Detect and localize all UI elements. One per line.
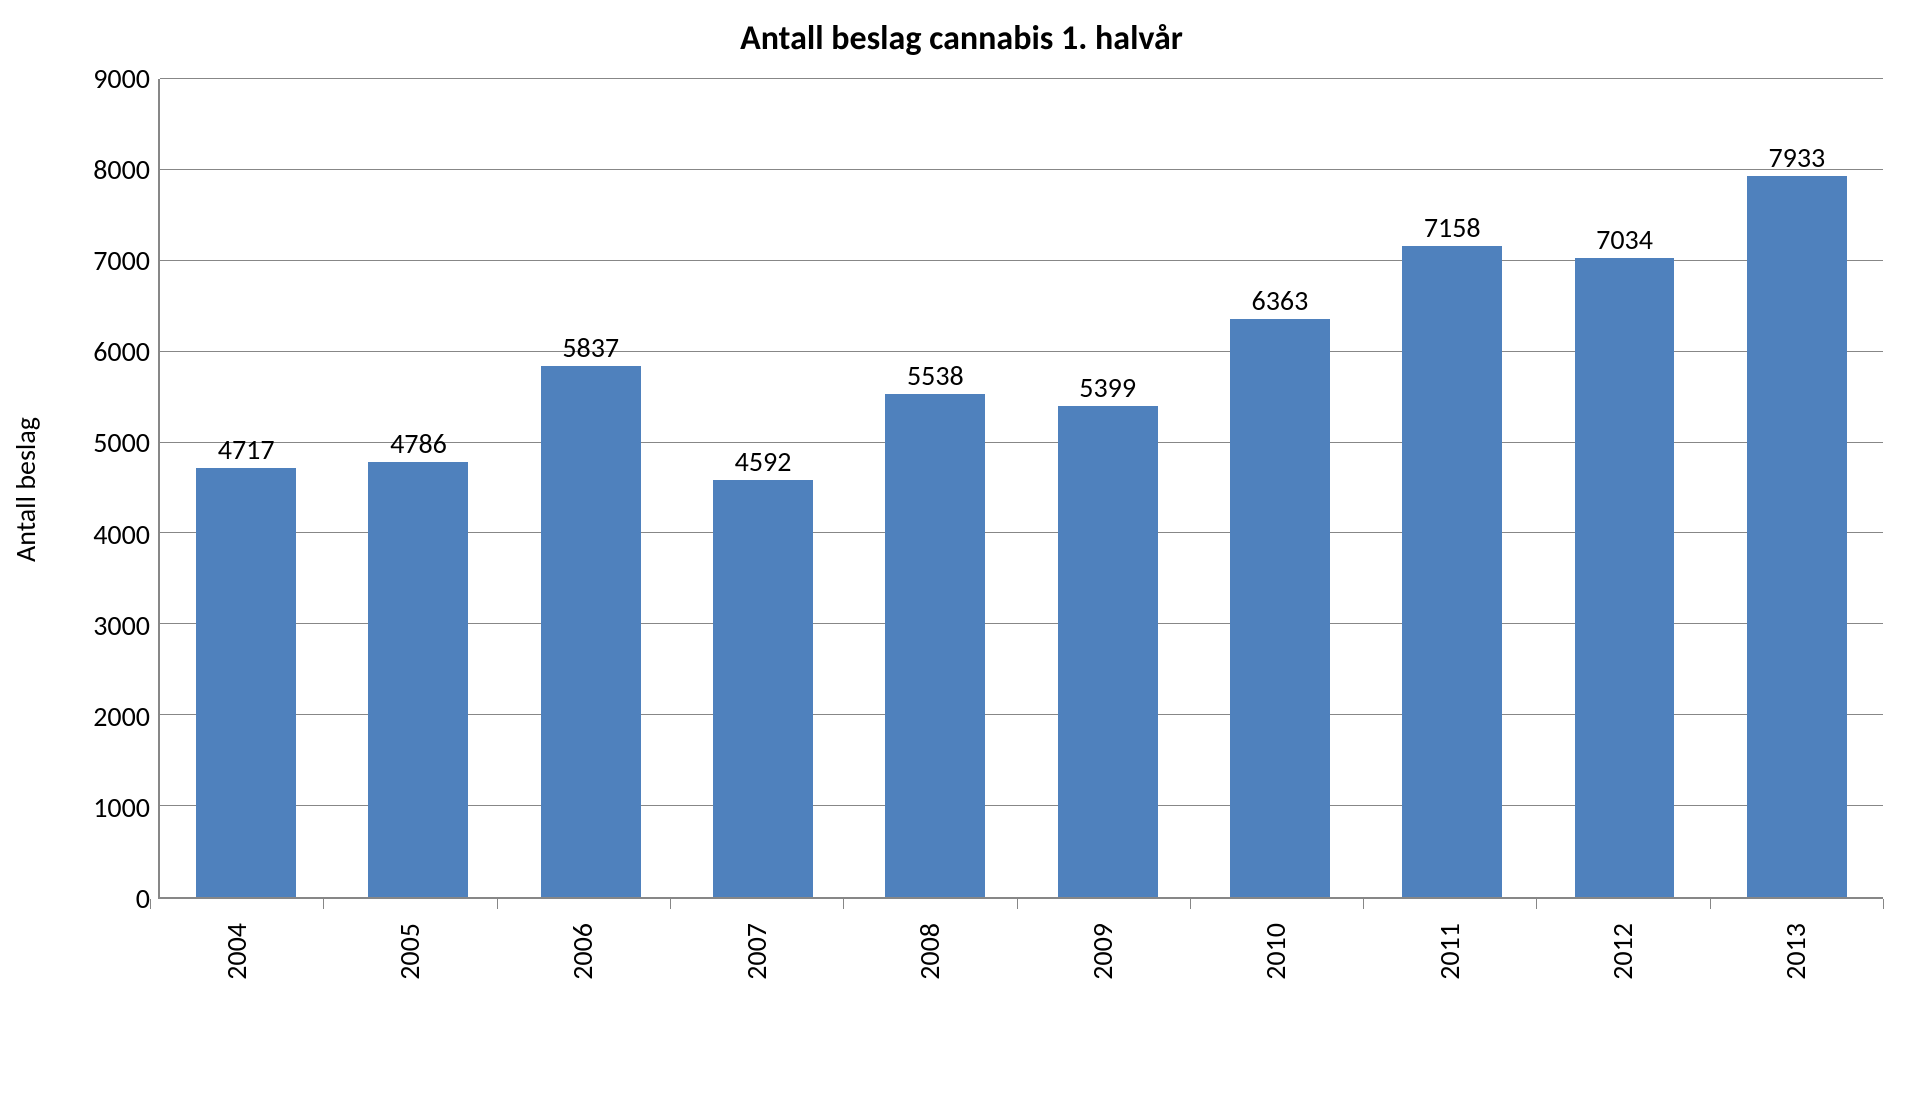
bar-slot: 4786 bbox=[332, 79, 504, 897]
bar-slot: 7933 bbox=[1711, 79, 1883, 897]
x-tick-label: 2004 bbox=[223, 923, 251, 980]
x-tick-slot: 2004 bbox=[150, 923, 323, 980]
bar-slot: 5538 bbox=[849, 79, 1021, 897]
x-tick-label: 2007 bbox=[743, 923, 771, 980]
x-tick-label: 2013 bbox=[1782, 923, 1810, 980]
x-tick-slot: 2006 bbox=[497, 923, 670, 980]
x-tick-slot: 2011 bbox=[1363, 923, 1536, 980]
bar-slot: 7158 bbox=[1366, 79, 1538, 897]
bar bbox=[196, 468, 296, 897]
x-tick-mark-row bbox=[150, 899, 1883, 909]
x-tick-mark bbox=[1536, 899, 1537, 909]
bar-chart: Antall beslag cannabis 1. halvår Antall b… bbox=[0, 0, 1923, 1105]
x-tick-slot: 2012 bbox=[1536, 923, 1709, 980]
x-tick-label: 2008 bbox=[916, 923, 944, 980]
bar-slot: 4592 bbox=[677, 79, 849, 897]
x-tick-label: 2006 bbox=[569, 923, 597, 980]
x-tick-slot: 2007 bbox=[670, 923, 843, 980]
bar-value-label: 5538 bbox=[907, 362, 964, 390]
bar-value-label: 7158 bbox=[1424, 214, 1481, 242]
bar-slot: 4717 bbox=[160, 79, 332, 897]
x-tick-slot: 2005 bbox=[323, 923, 496, 980]
x-tick-mark bbox=[150, 899, 151, 909]
bar-slot: 6363 bbox=[1194, 79, 1366, 897]
bar-value-label: 7034 bbox=[1596, 226, 1653, 254]
x-tick-mark bbox=[1017, 899, 1018, 909]
bar-value-label: 6363 bbox=[1252, 287, 1309, 315]
x-tick-mark bbox=[497, 899, 498, 909]
y-axis-label: Antall beslag bbox=[8, 417, 43, 562]
plot-outer: Antall beslag900080007000600050004000300… bbox=[0, 79, 1883, 899]
x-tick-slot: 2008 bbox=[843, 923, 1016, 980]
bar bbox=[1058, 406, 1158, 897]
x-tick-label: 2005 bbox=[396, 923, 424, 980]
bar-value-label: 4786 bbox=[390, 430, 447, 458]
x-tick-mark bbox=[1710, 899, 1711, 909]
chart-title: Antall beslag cannabis 1. halvår bbox=[0, 0, 1923, 59]
bar bbox=[713, 480, 813, 897]
x-tick-slot: 2009 bbox=[1016, 923, 1189, 980]
plot-area: 4717 4786 5837 4592 5538 5399 6363 7158 7034 7933 bbox=[158, 79, 1883, 899]
bar bbox=[1402, 246, 1502, 897]
y-axis-label-wrap: Antall beslag bbox=[0, 79, 50, 899]
x-tick-mark bbox=[323, 899, 324, 909]
bar-value-label: 4717 bbox=[218, 436, 275, 464]
x-tick-mark bbox=[670, 899, 671, 909]
bar-slot: 7034 bbox=[1538, 79, 1710, 897]
x-tick-row: 2004 2005 2006 2007 2008 2009 2010 2011 2012 2013 bbox=[150, 923, 1883, 980]
bar bbox=[885, 394, 985, 897]
x-tick-label: 2012 bbox=[1609, 923, 1637, 980]
x-tick-label: 2010 bbox=[1262, 923, 1290, 980]
bar-slot: 5399 bbox=[1021, 79, 1193, 897]
x-tick-mark bbox=[1190, 899, 1191, 909]
x-tick-mark bbox=[1363, 899, 1364, 909]
x-tick-mark bbox=[1883, 899, 1884, 909]
y-tick-column: 9000800070006000500040003000200010000 bbox=[50, 79, 158, 899]
bars-layer: 4717 4786 5837 4592 5538 5399 6363 7158 7034 7933 bbox=[160, 79, 1883, 897]
bar bbox=[368, 462, 468, 897]
x-tick-mark bbox=[843, 899, 844, 909]
bar-slot: 5837 bbox=[505, 79, 677, 897]
x-tick-slot: 2013 bbox=[1710, 923, 1883, 980]
bar-value-label: 5399 bbox=[1079, 374, 1136, 402]
x-tick-label: 2011 bbox=[1436, 923, 1464, 980]
x-tick-slot: 2010 bbox=[1190, 923, 1363, 980]
bar bbox=[1230, 319, 1330, 897]
bar-value-label: 4592 bbox=[735, 448, 792, 476]
bar-value-label: 7933 bbox=[1768, 144, 1825, 172]
bar bbox=[541, 366, 641, 897]
bar bbox=[1575, 258, 1675, 897]
bar-value-label: 5837 bbox=[562, 334, 619, 362]
bar bbox=[1747, 176, 1847, 897]
x-tick-label: 2009 bbox=[1089, 923, 1117, 980]
